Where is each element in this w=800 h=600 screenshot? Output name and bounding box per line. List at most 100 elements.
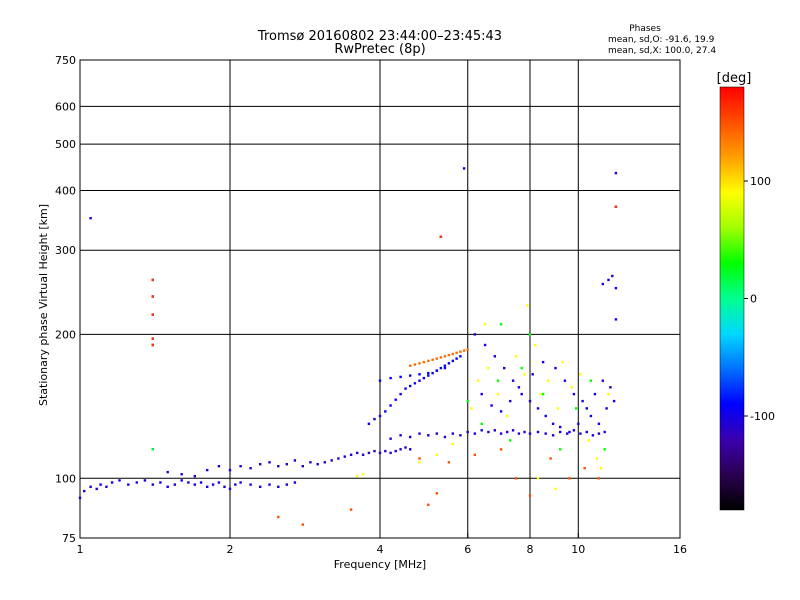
data-point [506,414,509,418]
data-point [418,373,421,376]
data-point [473,432,476,435]
data-point [551,422,555,425]
data-point [356,451,359,455]
y-tick-label: 100 [55,472,76,485]
y-axis-label: Stationary phase Virtual Height [km] [37,204,50,406]
data-point [551,434,555,437]
data-point [536,477,540,480]
y-tick-label: 750 [55,54,76,67]
data-point [89,485,92,488]
data-point [193,475,196,478]
data-point [568,477,571,480]
data-point [595,457,599,460]
data-point [418,432,421,435]
x-tick-label: 10 [571,543,585,556]
data-point [541,360,545,364]
data-point [566,432,569,435]
data-point [528,432,532,435]
data-point [223,485,226,488]
data-point [466,348,469,351]
data-point [599,467,603,470]
data-point [418,457,421,460]
data-point [526,304,529,307]
data-point [603,448,606,451]
data-point [480,429,483,432]
data-point [389,376,392,380]
data-point [443,435,447,439]
data-point [180,479,183,482]
data-point [427,371,430,375]
data-point [330,459,333,462]
data-point [409,384,412,388]
data-point [614,318,618,321]
data-point [577,422,580,425]
x-tick-label: 8 [527,543,534,556]
data-point [451,432,454,435]
y-tick-label: 600 [55,100,76,113]
data-point [605,407,608,410]
data-point [480,392,483,396]
data-point [447,353,451,357]
data-point [151,448,154,451]
data-point [459,434,462,437]
data-point [159,481,162,484]
data-point [268,461,271,464]
data-point [301,523,304,526]
data-point [404,387,407,390]
data-point [259,485,262,488]
data-point [316,463,319,466]
data-point [239,465,242,468]
data-point [509,399,512,403]
data-point [466,430,469,434]
data-point [361,473,365,476]
data-point [581,399,584,403]
data-point [409,435,412,439]
data-point [127,483,130,486]
data-point [413,382,417,385]
data-point [435,432,438,435]
data-point [151,343,154,347]
data-point [455,357,458,360]
data-point [166,470,169,474]
data-point [528,333,532,336]
data-point [547,379,550,382]
data-point [427,374,430,377]
data-point [418,362,421,365]
data-point [83,489,86,493]
y-tick-label: 400 [55,184,76,197]
colorbar-ticks: 100 0 -100 [744,175,775,423]
data-point [356,475,359,478]
data-point [309,461,312,464]
data-point [554,366,557,370]
data-point [268,483,271,486]
data-point [499,448,503,451]
data-point [199,481,203,484]
data-point [601,379,604,382]
data-point [389,451,392,455]
data-point [277,515,280,519]
data-point [607,392,610,396]
x-tick-label: 4 [377,543,384,556]
data-point [228,468,232,472]
data-point [601,282,604,286]
data-point [206,468,209,472]
data-point [409,374,412,377]
y-tick-label: 75 [62,532,76,545]
data-point [514,477,518,480]
y-tick-label: 500 [55,138,76,151]
data-point [612,399,616,403]
data-point [509,439,512,442]
data-point [520,392,523,396]
data-point [399,434,402,437]
data-point [597,432,601,435]
y-tick-label: 300 [55,244,76,257]
data-point [568,430,571,434]
data-point [447,362,451,365]
data-point [517,432,521,435]
data-point [373,449,376,453]
data-point [487,430,490,434]
data-point [431,371,434,375]
data-point [451,442,454,446]
data-point [603,430,606,434]
